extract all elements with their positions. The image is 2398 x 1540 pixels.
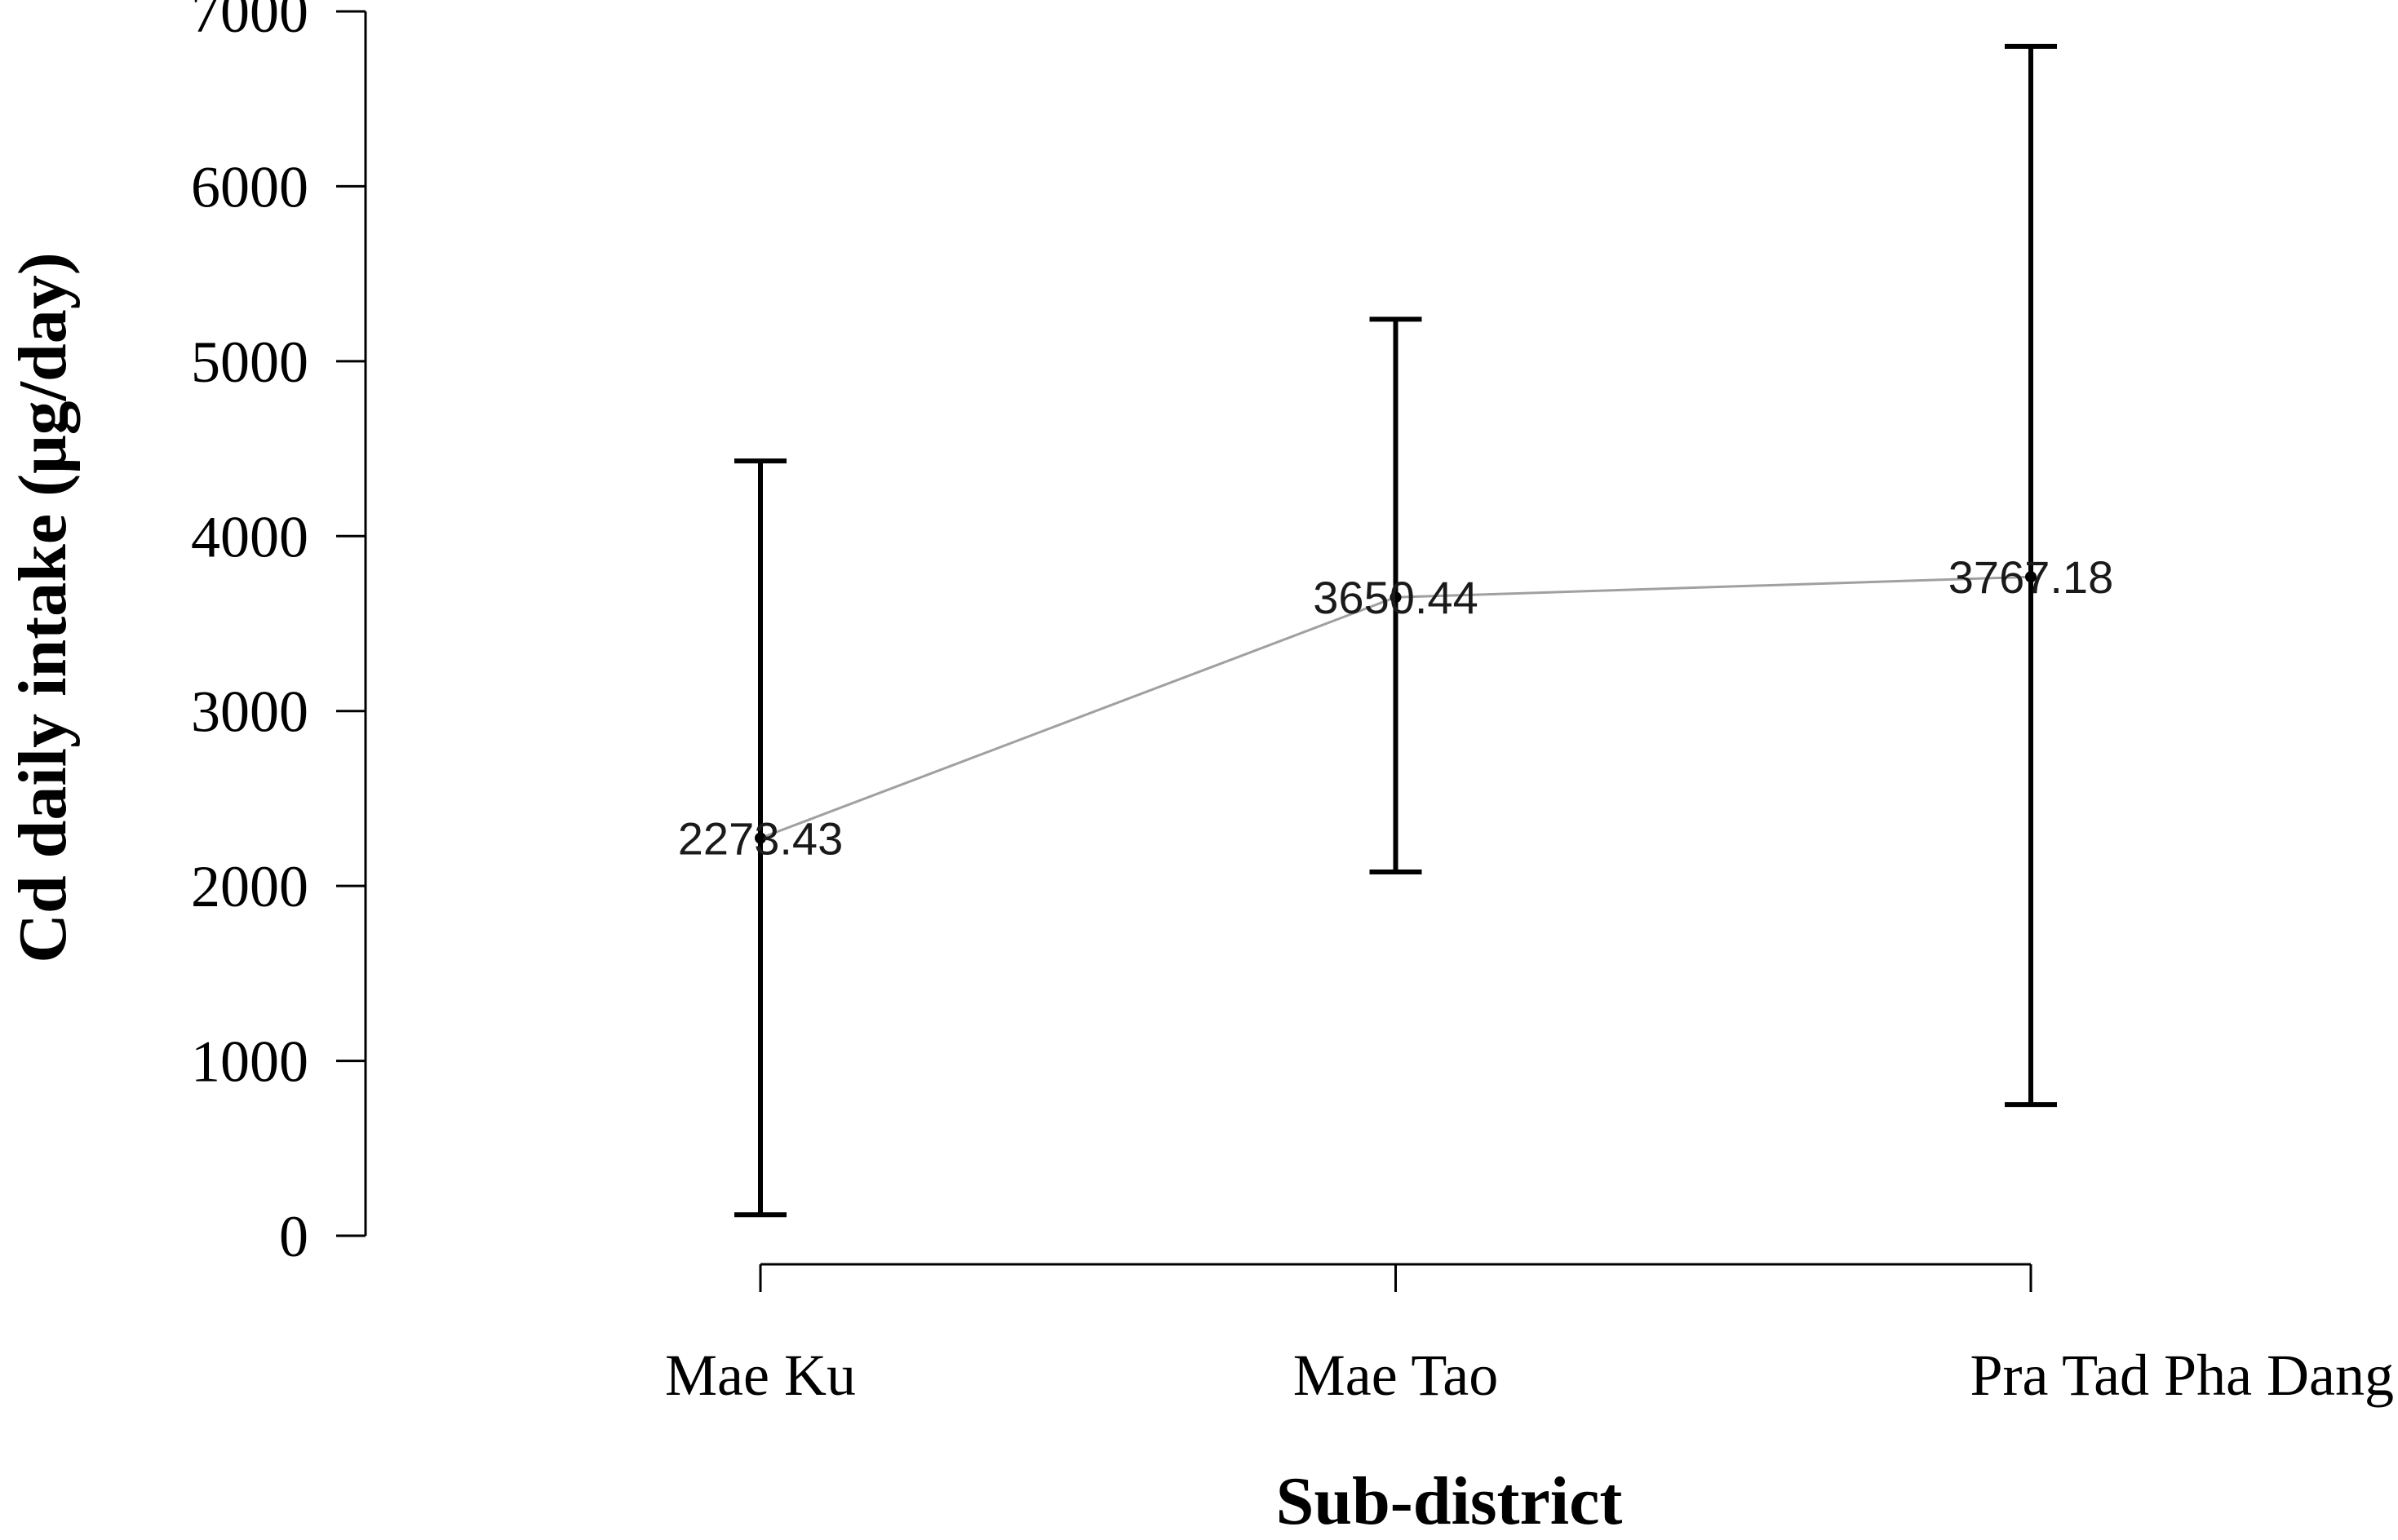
y-tick-label: 6000 (191, 154, 308, 219)
x-tick-label: Mae Tao (1293, 1343, 1499, 1408)
x-tick-label: Pra Tad Pha Dang (1970, 1343, 2394, 1408)
data-label: 3650.44 (1313, 572, 1478, 623)
y-tick-label: 3000 (191, 679, 308, 745)
data-point (1390, 591, 1402, 604)
series-layer: 2273.43 3650.44 3767.18 (678, 43, 2113, 1218)
x-tick-label: Mae Ku (665, 1343, 856, 1408)
x-axis-title: Sub-district (1276, 1463, 1623, 1539)
y-tick-label: 0 (279, 1204, 308, 1269)
y-tick-label: 1000 (191, 1029, 308, 1095)
y-tick-label: 4000 (191, 504, 308, 569)
y-axis-title: Cd daily intake (μg/day) (5, 252, 81, 962)
y-axis: 0 1000 2000 3000 4000 5000 6000 7000 (191, 0, 367, 1269)
data-point (2025, 571, 2037, 583)
data-label: 2273.43 (678, 813, 843, 865)
y-tick-label: 2000 (191, 854, 308, 919)
data-label: 3767.18 (1948, 551, 2113, 603)
y-tick-label: 7000 (191, 0, 308, 45)
y-tick-label: 5000 (191, 330, 308, 395)
x-axis: Mae Ku Mae Tao Pra Tad Pha Dang (665, 1263, 2394, 1408)
data-point (755, 832, 766, 844)
